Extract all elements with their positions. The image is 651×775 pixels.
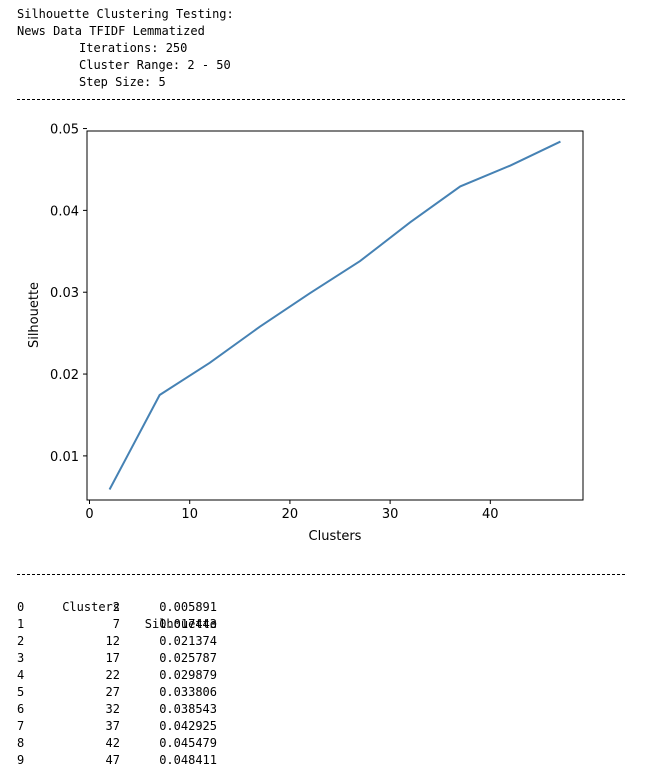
cell-clusters: 32	[105, 702, 120, 716]
x-tick-label: 0	[85, 507, 93, 522]
y-tick-label: 0.05	[50, 123, 79, 138]
y-tick-label: 0.03	[50, 286, 79, 301]
row-index: 4	[17, 668, 25, 682]
cell-clusters: 47	[105, 753, 120, 767]
cell-silhouette: 0.033806	[159, 685, 217, 699]
table-row: 7 37 0.042925	[17, 718, 217, 735]
x-tick-label: 20	[282, 507, 299, 522]
axis-ticks: 0 10 20 30 40 0.01 0.02 0.03 0.04 0.05	[50, 123, 499, 522]
x-tick-label: 30	[382, 507, 399, 522]
row-index: 0	[17, 600, 25, 614]
row-index: 6	[17, 702, 25, 716]
cell-silhouette: 0.021374	[159, 634, 217, 648]
y-tick-label: 0.04	[50, 204, 79, 219]
row-index: 1	[17, 617, 25, 631]
row-index: 9	[17, 753, 25, 767]
header-dataset: News Data TFIDF Lemmatized	[17, 24, 205, 38]
col-header-clusters: Clusters	[62, 600, 120, 614]
cell-silhouette: 0.029879	[159, 668, 217, 682]
row-index: 5	[17, 685, 25, 699]
table-row: 5 27 0.033806	[17, 684, 217, 701]
row-index: 7	[17, 719, 25, 733]
table-row: 9 47 0.048411	[17, 752, 217, 769]
separator-bottom	[17, 574, 625, 575]
table-row: 6 32 0.038543	[17, 701, 217, 718]
output-header: Silhouette Clustering Testing: News Data…	[17, 6, 234, 91]
row-index: 8	[17, 736, 25, 750]
table-row: 1 7 0.017443	[17, 616, 217, 633]
table-header: Clusters Silhouette	[17, 582, 217, 631]
y-tick-label: 0.02	[50, 368, 79, 383]
header-title: Silhouette Clustering Testing:	[17, 7, 234, 21]
table-row: 2 12 0.021374	[17, 633, 217, 650]
cell-silhouette: 0.038543	[159, 702, 217, 716]
x-tick-label: 10	[181, 507, 198, 522]
cell-clusters: 37	[105, 719, 120, 733]
cell-silhouette: 0.045479	[159, 736, 217, 750]
table-row: 0 2 0.005891	[17, 599, 217, 616]
results-table: Clusters Silhouette 0 2 0.005891 1 7 0.017443…	[17, 582, 217, 769]
col-header-silhouette: Silhouette	[144, 617, 217, 631]
cell-clusters: 7	[112, 617, 120, 631]
header-step-size: Step Size: 5	[79, 75, 166, 89]
cell-clusters: 12	[105, 634, 120, 648]
cell-clusters: 22	[105, 668, 120, 682]
cell-clusters: 42	[105, 736, 120, 750]
silhouette-chart: 0 10 20 30 40 0.01 0.02 0.03 0.04 0.05 Clusters S…	[27, 123, 584, 544]
cell-clusters: 2	[112, 600, 120, 614]
cell-silhouette: 0.042925	[159, 719, 217, 733]
table-row: 4 22 0.029879	[17, 667, 217, 684]
table-row: 3 17 0.025787	[17, 650, 217, 667]
cell-clusters: 27	[105, 685, 120, 699]
row-index: 3	[17, 651, 25, 665]
x-axis-label: Clusters	[309, 529, 362, 544]
separator-top	[17, 99, 625, 100]
header-iterations: Iterations: 250	[79, 41, 188, 55]
cell-silhouette: 0.025787	[159, 651, 217, 665]
silhouette-series-line	[108, 140, 561, 490]
cell-silhouette: 0.005891	[159, 600, 217, 614]
row-index: 2	[17, 634, 25, 648]
table-row: 8 42 0.045479	[17, 735, 217, 752]
header-cluster-range: Cluster Range: 2 - 50	[79, 58, 231, 72]
x-tick-label: 40	[482, 507, 499, 522]
plot-frame	[86, 130, 584, 501]
cell-clusters: 17	[105, 651, 120, 665]
y-tick-label: 0.01	[50, 450, 79, 465]
cell-silhouette: 0.017443	[159, 617, 217, 631]
y-axis-label: Silhouette	[27, 282, 42, 348]
cell-silhouette: 0.048411	[159, 753, 217, 767]
